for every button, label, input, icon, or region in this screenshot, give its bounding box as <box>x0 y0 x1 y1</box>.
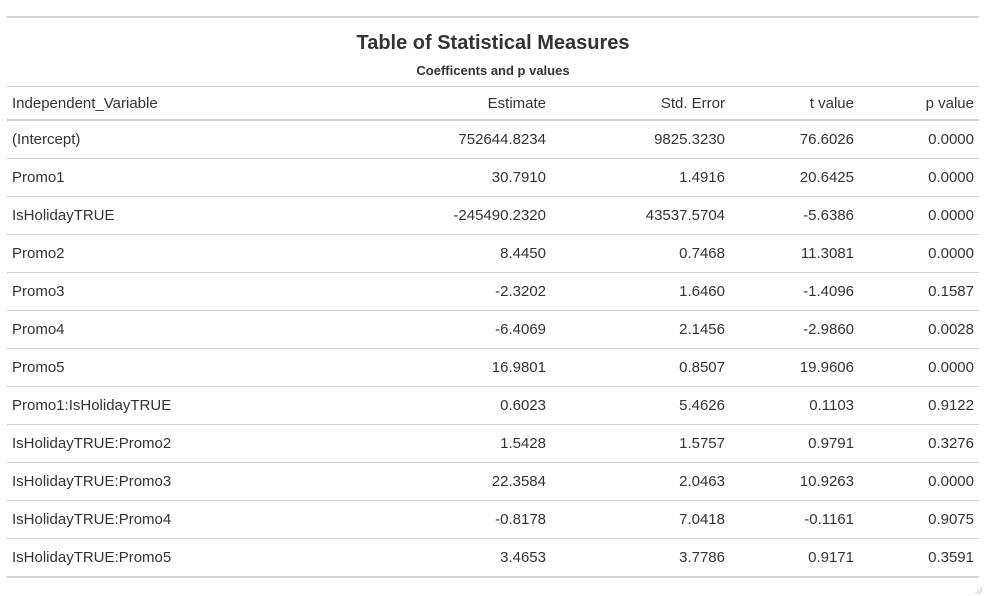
t-value-cell: 20.6425 <box>730 158 859 197</box>
table-subtitle: Coefficents and p values <box>7 58 979 87</box>
t-value-cell: 11.3081 <box>730 234 859 273</box>
statistics-table-container: Table of Statistical Measures Coefficent… <box>7 16 979 578</box>
estimate-cell: -0.8178 <box>347 500 551 539</box>
table-row: (Intercept) 752644.8234 9825.3230 76.602… <box>7 120 979 159</box>
estimate-cell: 22.3584 <box>347 462 551 501</box>
std-error-cell: 2.0463 <box>551 462 730 501</box>
variable-cell: IsHolidayTRUE <box>7 196 347 235</box>
column-header-std-error: Std. Error <box>551 86 730 121</box>
t-value-cell: -0.1161 <box>730 500 859 539</box>
std-error-cell: 1.5757 <box>551 424 730 463</box>
estimate-cell: 3.4653 <box>500 549 546 566</box>
column-header-t-value: t value <box>730 86 859 121</box>
p-value-cell: 0.1587 <box>859 272 979 311</box>
table-row: Promo1:IsHolidayTRUE 0.6023 5.4626 0.110… <box>7 386 979 425</box>
column-header-independent-variable: Independent_Variable <box>7 86 347 121</box>
estimate-cell: -6.4069 <box>347 310 551 349</box>
column-header-estimate: Estimate <box>347 86 551 121</box>
variable-cell: IsHolidayTRUE:Promo5 <box>12 549 172 566</box>
t-value-cell: -1.4096 <box>730 272 859 311</box>
table-subtitle-row: Coefficents and p values <box>7 58 979 87</box>
variable-cell: Promo2 <box>7 234 347 273</box>
estimate-cell: 1.5428 <box>347 424 551 463</box>
t-value-cell: 76.6026 <box>730 120 859 159</box>
std-error-cell: 1.6460 <box>551 272 730 311</box>
variable-cell: Promo3 <box>7 272 347 311</box>
variable-cell: (Intercept) <box>7 120 347 159</box>
table-row: IsHolidayTRUE:Promo2 1.5428 1.5757 0.979… <box>7 424 979 463</box>
std-error-cell: 0.8507 <box>551 348 730 387</box>
std-error-cell: 1.4916 <box>551 158 730 197</box>
table-row: Promo4 -6.4069 2.1456 -2.9860 0.0028 <box>7 310 979 349</box>
std-error-cell: 43537.5704 <box>551 196 730 235</box>
t-value-cell: 19.9606 <box>730 348 859 387</box>
table-row: Promo2 8.4450 0.7468 11.3081 0.0000 <box>7 234 979 273</box>
p-value-cell: 0.3276 <box>859 424 979 463</box>
p-value-cell: 0.0000 <box>859 234 979 273</box>
std-error-cell: 2.1456 <box>551 310 730 349</box>
variable-cell: Promo5 <box>7 348 347 387</box>
t-value-cell: 0.1103 <box>730 386 859 425</box>
statistics-table: Table of Statistical Measures Coefficent… <box>7 16 979 578</box>
estimate-cell: -245490.2320 <box>347 196 551 235</box>
column-header-p-value: p value <box>859 86 979 121</box>
estimate-cell: 30.7910 <box>347 158 551 197</box>
table-row: IsHolidayTRUE:Promo4 -0.8178 7.0418 -0.1… <box>7 500 979 539</box>
p-value-cell: 0.0000 <box>859 462 979 501</box>
std-error-cell: 3.7786 <box>679 549 725 566</box>
t-value-cell: -2.9860 <box>730 310 859 349</box>
table-row: Promo1 30.7910 1.4916 20.6425 0.0000 <box>7 158 979 197</box>
table-row: IsHolidayTRUE:Promo5 3.4653 3.7786 0.917… <box>7 539 979 578</box>
variable-cell: Promo1:IsHolidayTRUE <box>7 386 347 425</box>
variable-cell: IsHolidayTRUE:Promo2 <box>7 424 347 463</box>
p-value-cell: 0.9075 <box>859 500 979 539</box>
p-value-cell: 0.9122 <box>859 386 979 425</box>
std-error-cell: 0.7468 <box>551 234 730 273</box>
p-value-cell: 0.3591 <box>928 549 974 566</box>
resize-grip-icon[interactable] <box>974 586 982 594</box>
t-value-cell: 0.9171 <box>808 549 854 566</box>
table-row: IsHolidayTRUE -245490.2320 43537.5704 -5… <box>7 196 979 235</box>
p-value-cell: 0.0000 <box>859 158 979 197</box>
estimate-cell: -2.3202 <box>347 272 551 311</box>
table-title-row: Table of Statistical Measures <box>7 17 979 58</box>
p-value-cell: 0.0028 <box>859 310 979 349</box>
variable-cell: IsHolidayTRUE:Promo4 <box>7 500 347 539</box>
p-value-cell: 0.0000 <box>859 196 979 235</box>
t-value-cell: 0.9791 <box>730 424 859 463</box>
table-title: Table of Statistical Measures <box>356 31 630 54</box>
variable-cell: IsHolidayTRUE:Promo3 <box>7 462 347 501</box>
variable-cell: Promo4 <box>7 310 347 349</box>
t-value-cell: 10.9263 <box>730 462 859 501</box>
table-row: Promo3 -2.3202 1.6460 -1.4096 0.1587 <box>7 272 979 311</box>
p-value-cell: 0.0000 <box>859 120 979 159</box>
estimate-cell: 752644.8234 <box>347 120 551 159</box>
t-value-cell: -5.6386 <box>730 196 859 235</box>
std-error-cell: 7.0418 <box>551 500 730 539</box>
table-row: Promo5 16.9801 0.8507 19.9606 0.0000 <box>7 348 979 387</box>
estimate-cell: 16.9801 <box>347 348 551 387</box>
variable-cell: Promo1 <box>7 158 347 197</box>
std-error-cell: 9825.3230 <box>551 120 730 159</box>
table-row: IsHolidayTRUE:Promo3 22.3584 2.0463 10.9… <box>7 462 979 501</box>
estimate-cell: 0.6023 <box>347 386 551 425</box>
estimate-cell: 8.4450 <box>347 234 551 273</box>
p-value-cell: 0.0000 <box>859 348 979 387</box>
column-header-row: Independent_Variable Estimate Std. Error… <box>7 86 979 121</box>
std-error-cell: 5.4626 <box>551 386 730 425</box>
